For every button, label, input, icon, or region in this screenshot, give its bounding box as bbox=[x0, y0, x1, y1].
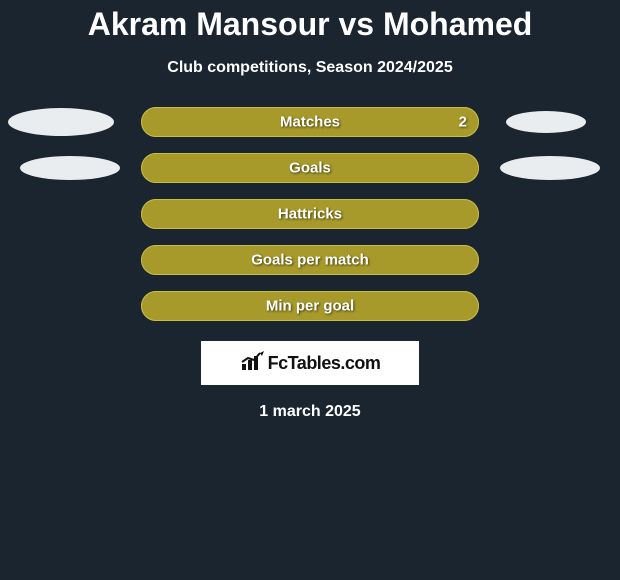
bar-fill bbox=[141, 153, 479, 183]
date-label: 1 march 2025 bbox=[0, 403, 620, 421]
left-marker-ellipse bbox=[8, 108, 114, 136]
stat-row: Matches 2 bbox=[0, 105, 620, 139]
bar-wrap: Min per goal bbox=[141, 291, 479, 321]
left-marker-ellipse bbox=[20, 156, 120, 180]
comparison-chart: Matches 2 Goals Hattricks Goals per matc… bbox=[0, 105, 620, 323]
logo-box: FcTables.com bbox=[201, 341, 419, 385]
stat-row: Goals bbox=[0, 151, 620, 185]
stat-row: Goals per match bbox=[0, 243, 620, 277]
page-subtitle: Club competitions, Season 2024/2025 bbox=[0, 59, 620, 77]
bar-wrap: Goals per match bbox=[141, 245, 479, 275]
bar-fill bbox=[141, 291, 479, 321]
bar-fill bbox=[141, 245, 479, 275]
right-marker-ellipse bbox=[506, 111, 586, 133]
logo-text: FcTables.com bbox=[268, 353, 381, 374]
bar-wrap: Goals bbox=[141, 153, 479, 183]
stat-row: Min per goal bbox=[0, 289, 620, 323]
right-marker-ellipse bbox=[500, 156, 600, 180]
bar-wrap: Matches 2 bbox=[141, 107, 479, 137]
bar-fill bbox=[141, 199, 479, 229]
page-title: Akram Mansour vs Mohamed bbox=[0, 0, 620, 43]
chart-icon bbox=[240, 350, 266, 377]
stat-row: Hattricks bbox=[0, 197, 620, 231]
bar-fill bbox=[141, 107, 479, 137]
bar-wrap: Hattricks bbox=[141, 199, 479, 229]
